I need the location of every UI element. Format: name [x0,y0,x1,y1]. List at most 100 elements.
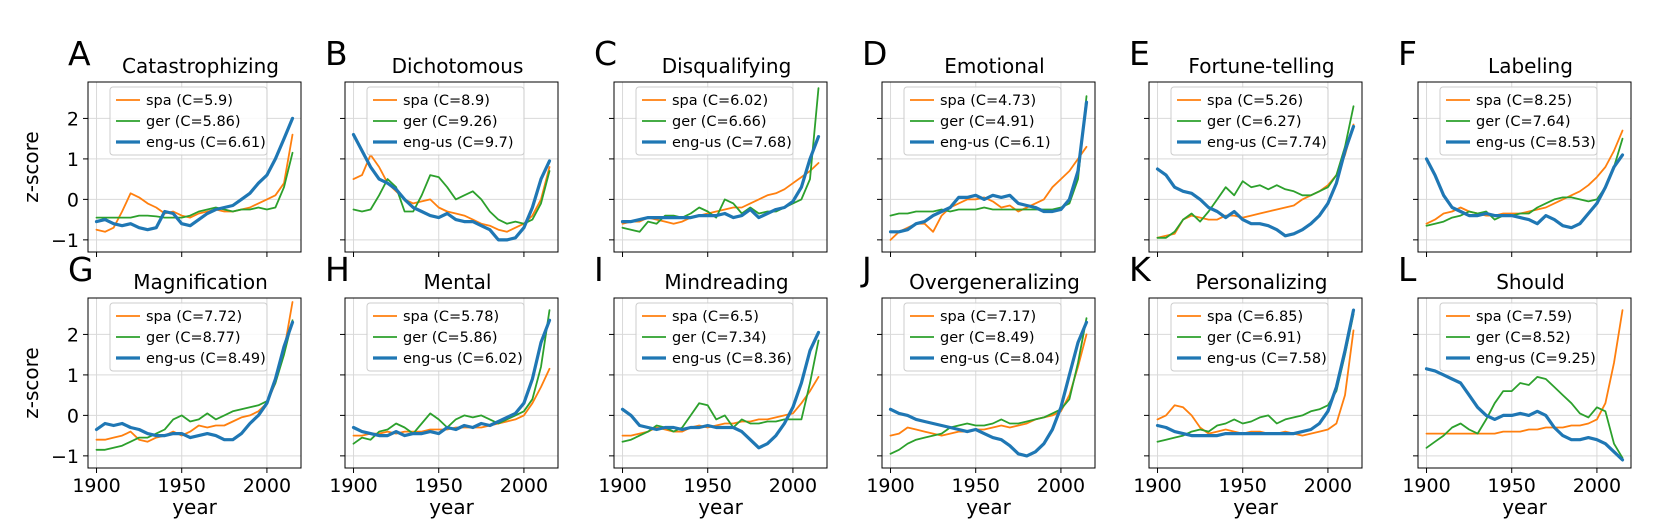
y-axis-label: z-score [19,131,43,202]
series-line-eng-us [94,116,295,232]
legend-box [635,86,794,156]
legend-box [1170,302,1329,372]
legend-entry: ger (C=9.26) [403,114,498,130]
legend-entry: ger (C=8.77) [146,330,241,346]
series-line-eng-us [1155,308,1356,438]
legend: spa (C=7.59) ger (C=8.52) eng-us (C=9.25) [1439,302,1598,372]
panel-letter: C [594,34,617,73]
legend-box [1439,302,1598,372]
legend-entry: ger (C=6.66) [672,114,767,130]
series-line-spa [1425,309,1624,435]
panel-letter: F [1398,34,1417,73]
panel-title: Mental [424,270,492,294]
legend-entry: spa (C=7.72) [146,309,242,325]
legend-entry: spa (C=7.17) [940,309,1036,325]
legend-entry: ger (C=6.91) [1207,330,1302,346]
panel-f: F Labeling spa (C=8.25) ger (C=7.64) eng-us … [1398,34,1632,257]
legend-entry: ger (C=7.34) [672,330,767,346]
legend-box [903,302,1062,372]
panel-title: Catastrophizing [122,54,279,78]
x-axis-label: year [172,495,217,519]
panel-title: Magnification [133,270,268,294]
legend-entry: ger (C=5.86) [403,330,498,346]
legend-entry: ger (C=7.64) [1476,114,1571,130]
legend-entry: ger (C=6.27) [1207,114,1302,130]
panel-title: Should [1496,270,1565,294]
legend-entry: spa (C=6.85) [1207,309,1303,325]
panel-i: 1900 1950 2000 year I Mindreading spa (C=6.5) g… [594,250,828,519]
panel-title: Labeling [1488,54,1573,78]
legend: spa (C=8.25) ger (C=7.64) eng-us (C=8.53) [1439,86,1598,156]
x-axis-label: year [1233,495,1278,519]
legend-box [366,86,525,156]
x-tick-label: 2000 [243,475,291,497]
series-line-spa [889,333,1088,437]
legend-entry: eng-us (C=9.7) [403,135,514,151]
panel-letter: D [862,34,887,73]
panel-e: E Fortune-telling spa (C=5.26) ger (C=6.27)… [1129,34,1363,257]
legend-entry: spa (C=5.9) [146,93,233,109]
legend-entry: eng-us (C=7.74) [1207,135,1327,151]
series-line-eng-us [1424,367,1625,462]
legend-box [366,302,525,372]
series-line-ger [95,151,294,219]
legend-box [1439,86,1598,156]
panel-title: Disqualifying [662,54,792,78]
panel-title: Emotional [944,54,1044,78]
axes-frame [344,81,559,253]
legend-entry: ger (C=5.86) [146,114,241,130]
x-tick-label: 1900 [1133,475,1181,497]
y-tick-label: 1 [67,149,79,171]
series-line-eng-us [888,320,1089,458]
panel-g: 1900 1950 2000 −1 0 1 2 z-score year G Magnificati… [19,250,302,519]
panel-k: 1900 1950 2000 year K Personalizing spa (C=6.8… [1129,250,1363,519]
legend-entry: ger (C=8.49) [940,330,1035,346]
legend: spa (C=7.72) ger (C=8.77) eng-us (C=8.49) [109,302,268,372]
series-line-ger [352,309,551,445]
series-line-eng-us [1424,153,1625,230]
panel-letter: A [68,34,91,73]
panel-h: 1900 1950 2000 year H Mental spa (C=5.78) ger (… [325,250,559,519]
legend: spa (C=5.26) ger (C=6.27) eng-us (C=7.74) [1170,86,1329,156]
legend: spa (C=7.17) ger (C=8.49) eng-us (C=8.04) [903,302,1062,372]
series-line-spa [352,367,551,437]
series-line-ger [1425,137,1624,227]
x-tick-label: 2000 [1304,475,1352,497]
series-line-spa [95,301,294,443]
legend-box [109,86,268,156]
y-tick-label: 0 [67,405,79,427]
legend-entry: eng-us (C=8.04) [940,351,1060,367]
legend-entry: spa (C=6.5) [672,309,759,325]
legend-entry: ger (C=4.91) [940,114,1035,130]
panel-letter: K [1129,250,1152,289]
x-tick-label: 1950 [952,475,1000,497]
x-tick-label: 2000 [769,475,817,497]
x-tick-label: 1950 [158,475,206,497]
legend-entry: eng-us (C=9.25) [1476,351,1596,367]
axes-frame [344,297,559,469]
axes-frame [1417,297,1632,469]
panel-title: Dichotomous [392,54,524,78]
series-line-eng-us [888,100,1089,234]
x-tick-label: 2000 [1037,475,1085,497]
panel-letter: B [325,34,348,73]
axes-frame [1148,81,1363,253]
legend-entry: eng-us (C=7.68) [672,135,792,151]
series-line-ger [889,95,1088,217]
panel-l: 1900 1950 2000 year L Should spa (C=7.59) ger (… [1398,250,1632,519]
y-tick-label: 2 [67,108,79,130]
series-line-ger [889,317,1088,455]
legend: spa (C=8.9) ger (C=9.26) eng-us (C=9.7) [366,86,525,156]
legend-box [1170,86,1329,156]
series-line-eng-us [620,135,821,224]
legend-entry: eng-us (C=8.36) [672,351,792,367]
x-axis-label: year [698,495,743,519]
panel-title: Overgeneralizing [909,270,1080,294]
y-tick-label: 2 [67,324,79,346]
legend-entry: ger (C=8.52) [1476,330,1571,346]
legend: spa (C=5.78) ger (C=5.86) eng-us (C=6.02) [366,302,525,372]
series-line-ger [1156,105,1355,239]
legend-box [903,86,1062,156]
legend: spa (C=5.9) ger (C=5.86) eng-us (C=6.61) [109,86,268,156]
